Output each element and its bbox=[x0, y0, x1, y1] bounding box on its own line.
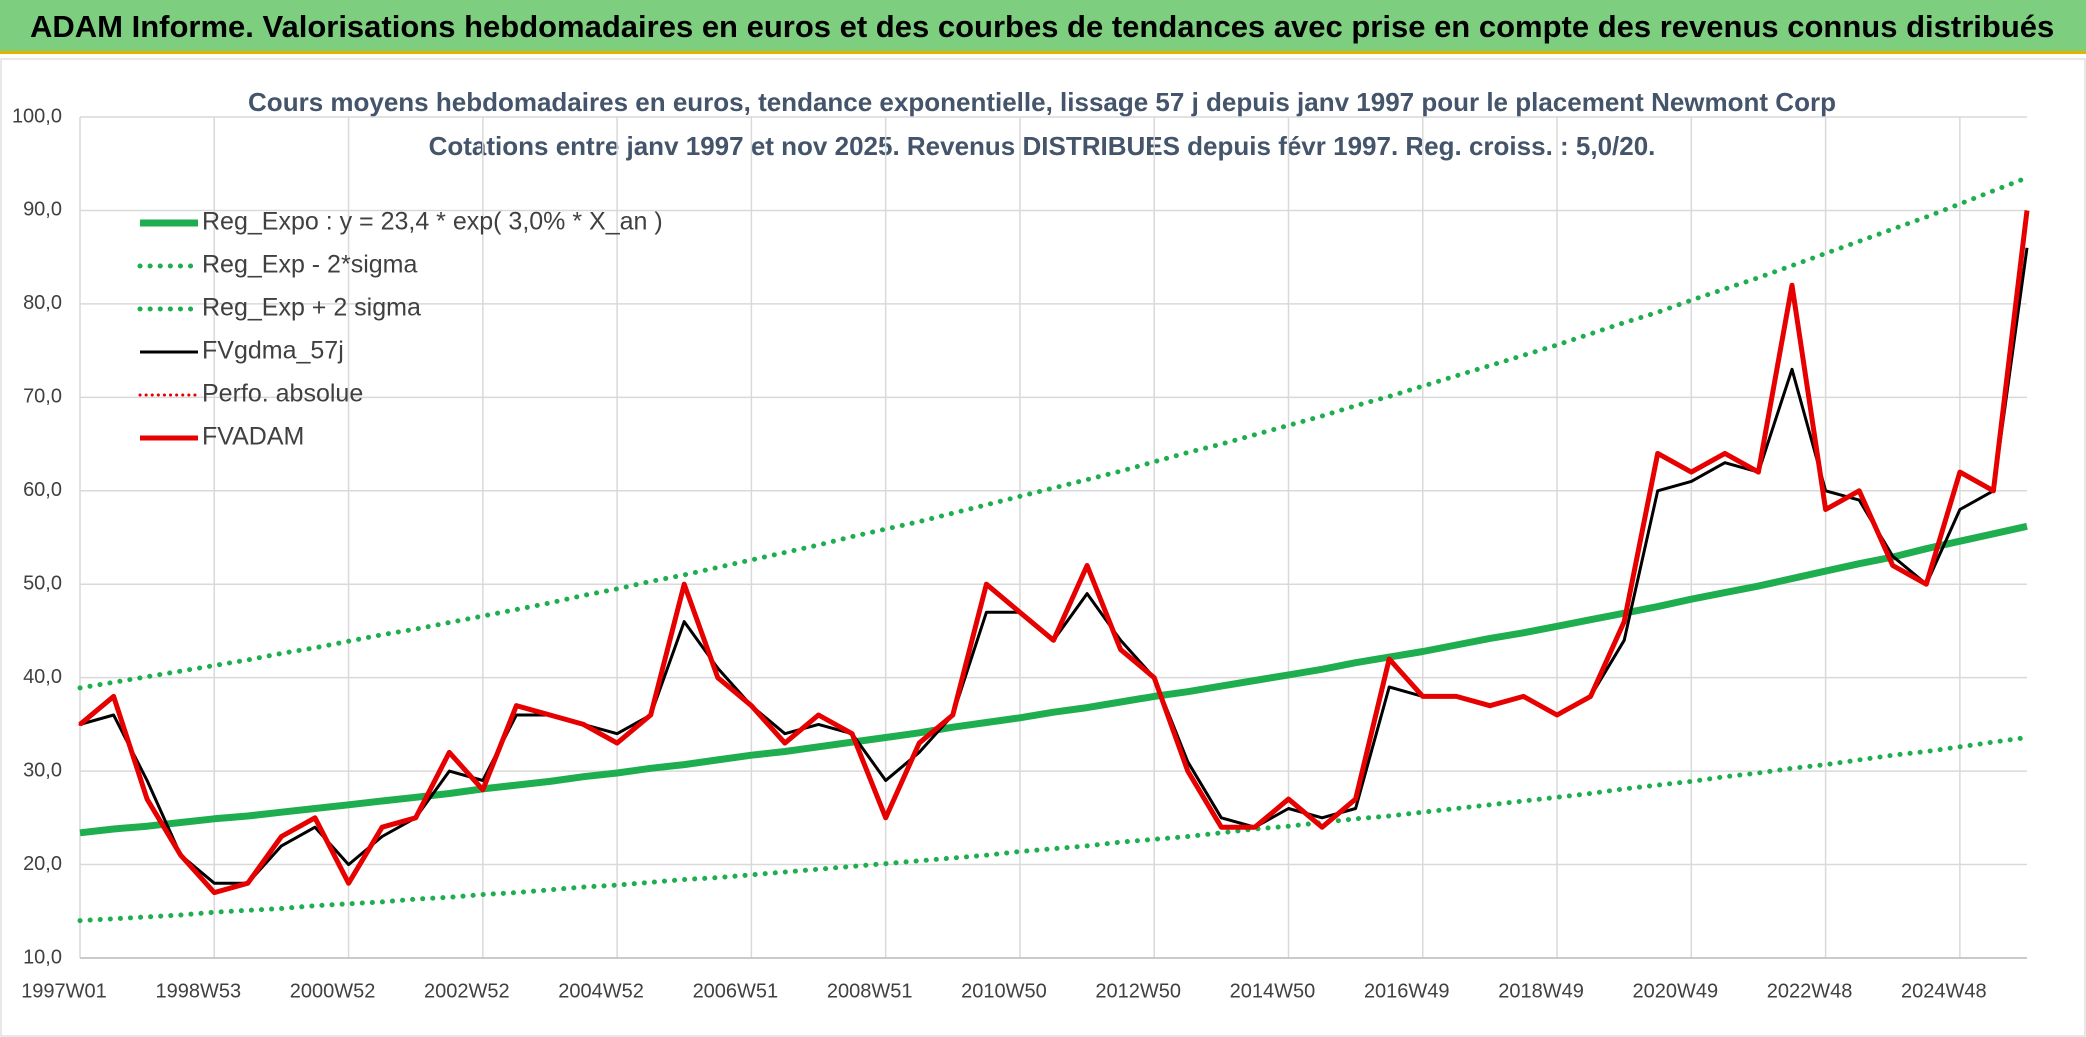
x-tick-label: 2004W52 bbox=[558, 980, 644, 1002]
legend-label: Reg_Exp + 2 sigma bbox=[202, 294, 421, 322]
x-tick-label: 2008W51 bbox=[827, 980, 913, 1002]
chart-subtitle: Cotations entre janv 1997 et nov 2025. R… bbox=[429, 131, 1656, 161]
x-tick-label: 2020W49 bbox=[1632, 980, 1718, 1002]
y-tick-label: 20,0 bbox=[23, 853, 62, 875]
x-tick-label: 1998W53 bbox=[155, 980, 241, 1002]
x-tick-label: 2014W50 bbox=[1230, 980, 1316, 1002]
series-line bbox=[79, 522, 2028, 837]
legend-label: Reg_Expo : y = 23,4 * exp( 3,0% * X_an ) bbox=[202, 208, 663, 236]
x-tick-label: 2016W49 bbox=[1364, 980, 1450, 1002]
x-tick-label: 2024W48 bbox=[1901, 980, 1987, 1002]
y-tick-label: 90,0 bbox=[23, 199, 62, 221]
y-tick-label: 80,0 bbox=[23, 292, 62, 314]
x-tick-label: 2018W49 bbox=[1498, 980, 1584, 1002]
legend-label: FVgdma_57j bbox=[202, 337, 344, 365]
x-tick-label: 2000W52 bbox=[290, 980, 376, 1002]
y-tick-label: 10,0 bbox=[23, 946, 62, 968]
header-title: ADAM Informe. Valorisations hebdomadaire… bbox=[30, 9, 2055, 44]
y-tick-label: 60,0 bbox=[23, 479, 62, 501]
legend-label: Reg_Exp - 2*sigma bbox=[202, 251, 417, 279]
chart-frame bbox=[0, 58, 2086, 1037]
series-line bbox=[77, 735, 2030, 924]
legend-label: Perfo. absolue bbox=[202, 380, 363, 408]
x-tick-label: 2012W50 bbox=[1095, 980, 1181, 1002]
y-tick-label: 100,0 bbox=[12, 105, 62, 127]
series-line bbox=[78, 210, 2030, 896]
x-tick-label: 2022W48 bbox=[1767, 980, 1853, 1002]
x-tick-label: 2010W50 bbox=[961, 980, 1047, 1002]
y-tick-label: 70,0 bbox=[23, 386, 62, 408]
x-tick-label: 2002W52 bbox=[424, 980, 510, 1002]
x-tick-label: 1997W01 bbox=[21, 980, 107, 1002]
x-tick-label: 2006W51 bbox=[693, 980, 779, 1002]
y-tick-label: 30,0 bbox=[23, 759, 62, 781]
header-bar: ADAM Informe. Valorisations hebdomadaire… bbox=[0, 0, 2086, 54]
y-tick-label: 50,0 bbox=[23, 573, 62, 595]
legend-label: FVADAM bbox=[202, 423, 304, 451]
y-tick-label: 40,0 bbox=[23, 666, 62, 688]
chart-title: Cours moyens hebdomadaires en euros, ten… bbox=[248, 87, 1836, 117]
chart: Cours moyens hebdomadaires en euros, ten… bbox=[0, 58, 2086, 1037]
